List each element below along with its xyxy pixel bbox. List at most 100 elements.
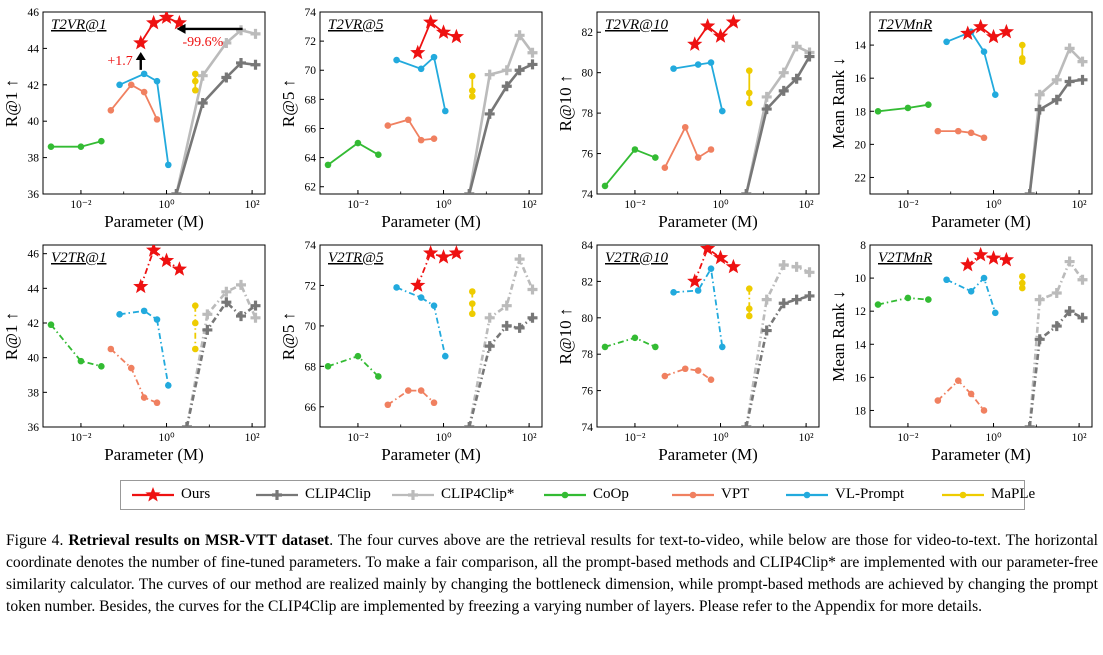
y-tick-label: 12 xyxy=(855,306,867,318)
panel-v2tr10: 74 76 78 80 82 84 10⁻² 10⁰ 10² Parameter (M) R@10 … xyxy=(556,240,820,464)
point-coop xyxy=(77,357,85,365)
x-tick-label: 10⁰ xyxy=(712,432,729,444)
panel-title: V2TR@5 xyxy=(328,250,384,266)
point-coop xyxy=(77,143,85,150)
point-ours xyxy=(712,28,729,43)
point-vpt xyxy=(967,129,975,137)
point-clip4clipstar xyxy=(250,28,261,39)
point-vl-prompt xyxy=(980,274,988,282)
y-tick-label: 76 xyxy=(582,149,594,161)
y-tick-label: 80 xyxy=(582,68,594,80)
axes-frame xyxy=(869,11,1093,195)
series-line-vl-prompt xyxy=(673,266,724,348)
axes-frame xyxy=(869,244,1093,428)
point-maple xyxy=(1018,284,1026,292)
point-vl-prompt xyxy=(393,56,400,64)
point-ours xyxy=(725,14,742,29)
series-line-vpt xyxy=(110,348,158,404)
point-coop xyxy=(375,151,382,158)
point-maple xyxy=(468,72,476,80)
point-coop xyxy=(874,301,882,308)
point-maple xyxy=(745,67,753,74)
point-clip4clipstar xyxy=(484,69,495,80)
point-vl-prompt xyxy=(694,61,702,68)
x-tick-label: 10⁰ xyxy=(158,432,175,444)
point-ours xyxy=(435,24,452,39)
legend-swatch xyxy=(256,490,298,500)
point-ours xyxy=(687,273,703,288)
point-maple xyxy=(468,93,476,100)
figure-caption: Figure 4. Retrieval results on MSR-VTT d… xyxy=(6,530,1098,618)
point-vl-prompt xyxy=(967,288,975,295)
y-tick-label: 74 xyxy=(582,189,594,201)
point-coop xyxy=(631,334,639,342)
point-ours xyxy=(725,258,742,274)
x-tick-label: 10⁻² xyxy=(624,199,646,211)
point-vl-prompt xyxy=(943,276,950,284)
point-clip4clipstar xyxy=(778,260,789,271)
series-line-coop xyxy=(50,324,102,368)
legend-marker xyxy=(561,491,569,499)
y-axis-label: R@5 ↑ xyxy=(279,79,298,127)
y-tick-label: 64 xyxy=(305,153,317,165)
x-tick-label: 10⁰ xyxy=(712,199,729,211)
point-vpt xyxy=(707,376,715,383)
point-coop xyxy=(324,161,332,169)
y-tick-label: 82 xyxy=(582,27,594,39)
caption-fig-label: Figure 4. xyxy=(6,532,64,549)
y-tick-label: 82 xyxy=(582,276,594,288)
legend-swatch xyxy=(672,491,714,499)
y-tick-label: 68 xyxy=(305,361,317,373)
point-vl-prompt xyxy=(430,302,438,309)
point-clip4clipstar xyxy=(1064,256,1075,267)
point-coop xyxy=(652,154,659,161)
series-line-vpt xyxy=(387,118,435,142)
point-clip4clipstar xyxy=(197,70,208,81)
point-vpt xyxy=(694,367,702,374)
x-tick-label: 10² xyxy=(1072,432,1088,444)
point-ours xyxy=(171,261,188,276)
point-vl-prompt xyxy=(718,107,726,115)
point-ours xyxy=(171,14,188,30)
point-ours xyxy=(146,14,162,30)
y-tick-label: 36 xyxy=(28,422,40,434)
legend-label: CLIP4Clip* xyxy=(441,486,515,502)
point-vpt xyxy=(417,136,425,144)
point-clip4clipstar xyxy=(1077,56,1088,67)
series-line-ours xyxy=(416,251,457,286)
point-maple xyxy=(1018,273,1026,280)
point-vpt xyxy=(681,365,689,373)
y-tick-label: 40 xyxy=(28,353,40,365)
series-line-coop xyxy=(604,336,656,348)
y-tick-label: 80 xyxy=(582,313,594,325)
point-ours xyxy=(158,12,175,24)
point-clip4clipstar xyxy=(527,47,538,58)
point-clip4clip xyxy=(197,98,208,108)
series-line-vl-prompt xyxy=(946,276,997,314)
point-maple xyxy=(468,87,476,94)
point-coop xyxy=(652,343,659,351)
point-vl-prompt xyxy=(140,70,148,78)
point-ours xyxy=(448,28,465,44)
caption-bold: Retrieval results on MSR-VTT dataset xyxy=(68,532,330,549)
point-maple xyxy=(745,89,753,97)
y-tick-label: 72 xyxy=(305,280,317,292)
point-clip4clipstar xyxy=(1051,74,1062,85)
point-clip4clip xyxy=(527,59,538,70)
point-vl-prompt xyxy=(670,289,677,296)
point-ours xyxy=(435,249,452,264)
point-coop xyxy=(925,101,932,108)
point-vl-prompt xyxy=(164,382,172,389)
point-ours xyxy=(998,23,1015,39)
panel-title: T2VR@1 xyxy=(51,17,106,33)
point-clip4clipstar xyxy=(202,309,213,320)
y-tick-label: 44 xyxy=(28,283,40,295)
legend-label: VL-Prompt xyxy=(835,486,905,502)
y-tick-label: 14 xyxy=(855,40,867,52)
point-vpt xyxy=(153,399,161,407)
x-tick-label: 10⁰ xyxy=(985,199,1002,211)
series-line-vpt xyxy=(110,83,158,120)
legend-swatch xyxy=(942,491,984,499)
point-clip4clip xyxy=(484,108,495,119)
point-ours xyxy=(687,36,703,51)
